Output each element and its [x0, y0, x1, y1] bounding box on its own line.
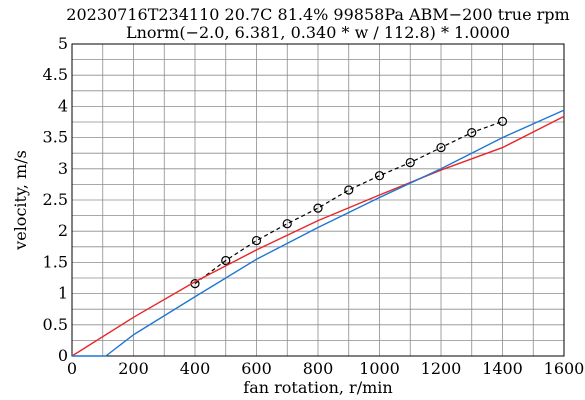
y-axis-label: velocity, m/s: [11, 150, 30, 251]
y-tick-label: 3: [58, 159, 68, 178]
y-tick-label: 1.5: [43, 252, 68, 271]
blue-solid-line: [72, 109, 565, 357]
x-axis-label: fan rotation, r/min: [243, 378, 392, 397]
chart-subtitle: Lnorm(−2.0, 6.381, 0.340 * w / 112.8) * …: [126, 23, 510, 42]
y-tick-label: 2.5: [43, 190, 68, 209]
y-tick-label: 3.5: [43, 128, 68, 147]
y-tick-label: 5: [58, 34, 68, 53]
axis-ticks: 0 200 400 600 800 1000 1200 1400 1600 0 0.5 1 1.5 2 2.…: [43, 34, 585, 378]
chart-title: 20230716T234110 20.7C 81.4% 99858Pa ABM−…: [66, 5, 569, 24]
data-point-marker: [282, 219, 292, 229]
data-point-marker: [344, 185, 354, 195]
x-tick-label: 0: [67, 359, 77, 378]
red-solid-line: [71, 115, 565, 357]
data-point-marker: [374, 171, 385, 181]
data-point-marker: [405, 157, 415, 168]
data-point-marker: [221, 255, 231, 266]
y-tick-label: 1: [58, 284, 68, 303]
x-tick-label: 200: [118, 359, 149, 378]
y-tick-label: 4.5: [43, 65, 68, 84]
data-point-marker: [436, 142, 446, 153]
y-tick-label: 0.5: [43, 315, 68, 334]
data-point-marker: [497, 116, 508, 126]
series: [71, 109, 565, 357]
grid: [72, 44, 564, 356]
data-point-marker: [313, 203, 323, 213]
x-tick-label: 800: [303, 359, 334, 378]
data-point-marker: [467, 128, 477, 138]
plot-area-border: [71, 43, 565, 357]
y-tick-label: 0: [58, 346, 68, 365]
x-tick-label: 1000: [359, 359, 400, 378]
x-tick-label: 600: [241, 359, 272, 378]
data-point-marker: [251, 235, 262, 246]
x-tick-label: 1200: [421, 359, 462, 378]
x-tick-label: 400: [180, 359, 211, 378]
x-tick-label: 1600: [544, 359, 585, 378]
y-tick-label: 2: [58, 221, 68, 240]
x-tick-label: 1400: [482, 359, 523, 378]
y-tick-label: 4: [58, 96, 68, 115]
